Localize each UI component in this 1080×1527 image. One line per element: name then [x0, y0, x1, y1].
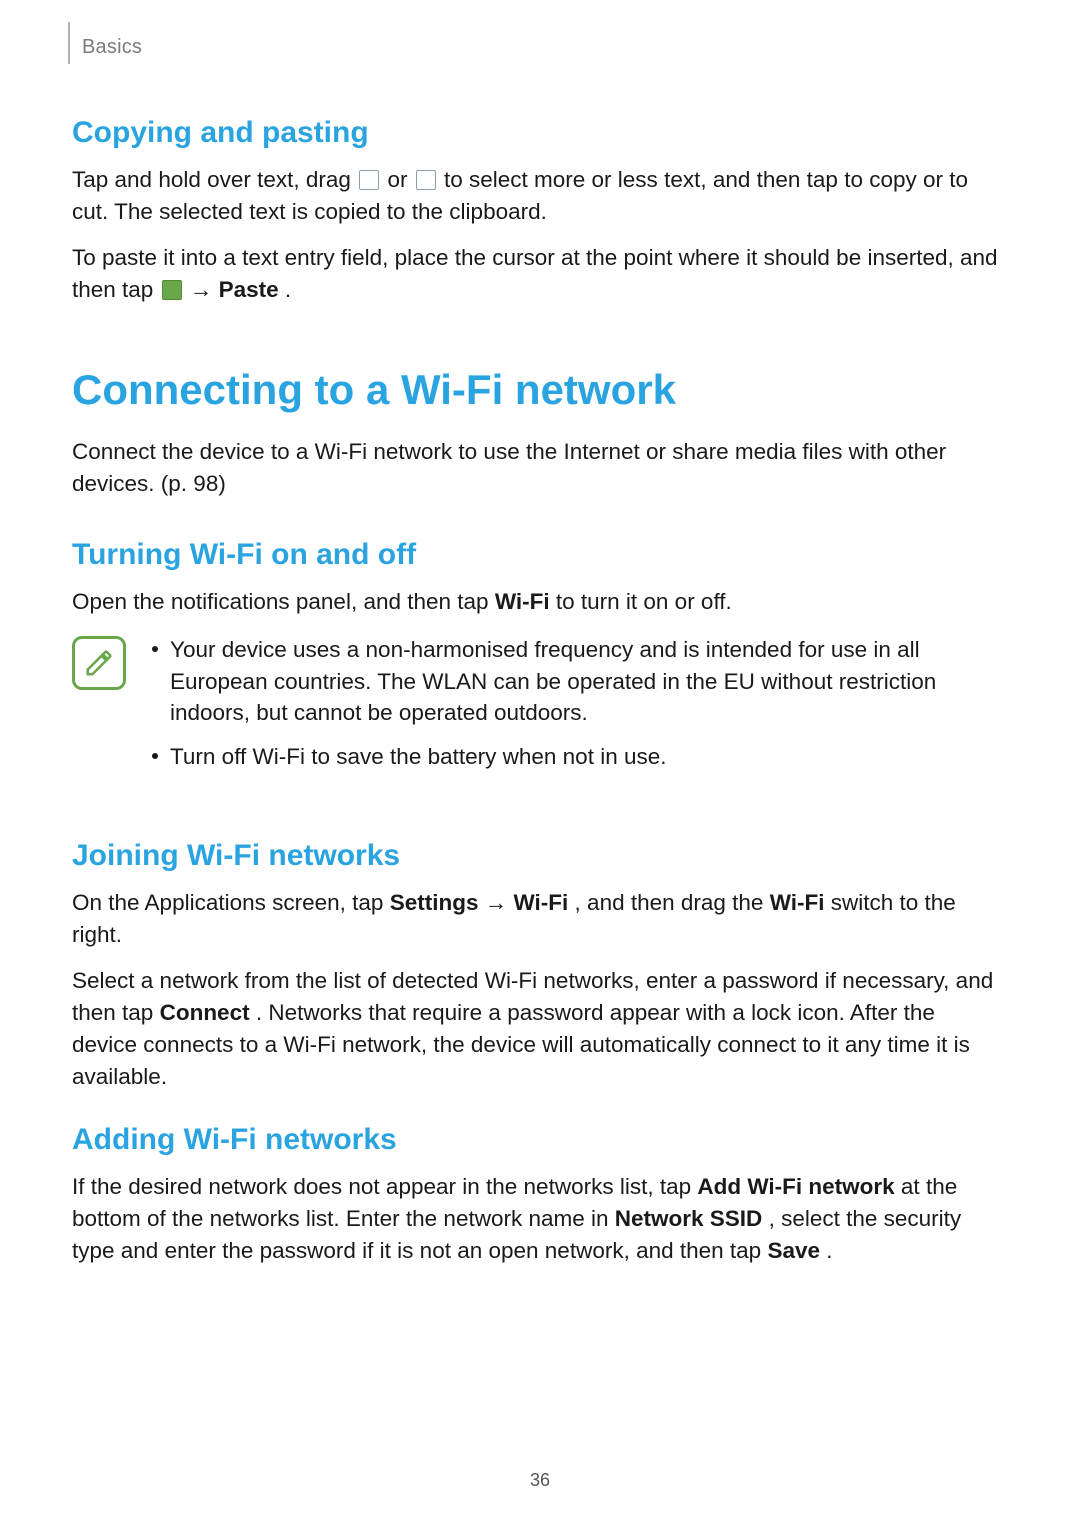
text-span: If the desired network does not appear i…: [72, 1174, 697, 1199]
joining-paragraph-2: Select a network from the list of detect…: [72, 965, 1004, 1093]
drag-handle-right-icon: [416, 170, 436, 190]
bold-label: Settings: [390, 890, 479, 915]
copy-paragraph-2: To paste it into a text entry field, pla…: [72, 242, 1004, 306]
text-span: to select more or less text, and then ta…: [444, 167, 844, 192]
heading-copying: Copying and pasting: [72, 116, 1004, 150]
page-number: 36: [0, 1470, 1080, 1491]
text-span: Open the notifications panel, and then t…: [72, 589, 495, 614]
heading-turning: Turning Wi-Fi on and off: [72, 538, 1004, 572]
drag-handle-left-icon: [359, 170, 379, 190]
note-icon: [72, 636, 126, 690]
text-span: .: [285, 277, 291, 302]
wifi-intro: Connect the device to a Wi-Fi network to…: [72, 436, 1004, 500]
note-row: Your device uses a non-harmonised freque…: [72, 634, 1004, 786]
note-text: Your device uses a non-harmonised freque…: [170, 634, 1004, 730]
bold-label: Save: [767, 1238, 820, 1263]
joining-paragraph-1: On the Applications screen, tap Settings…: [72, 887, 1004, 951]
note-item: Your device uses a non-harmonised freque…: [152, 634, 1004, 730]
note-text: Turn off Wi-Fi to save the battery when …: [170, 741, 666, 773]
bold-label: Add Wi-Fi network: [697, 1174, 894, 1199]
bold-label: Connect: [160, 1000, 250, 1025]
text-span: , and then drag the: [575, 890, 770, 915]
heading-adding: Adding Wi-Fi networks: [72, 1123, 1004, 1157]
menu-overflow-icon: [162, 280, 182, 300]
content: Copying and pasting Tap and hold over te…: [68, 116, 1010, 1267]
bullet-icon: [152, 753, 158, 759]
text-span: to turn it on or off.: [556, 589, 732, 614]
text-span: Tap and hold over text, drag: [72, 167, 357, 192]
bold-label: Network SSID: [615, 1206, 763, 1231]
text-span: or: [387, 167, 413, 192]
adding-paragraph: If the desired network does not appear i…: [72, 1171, 1004, 1267]
vertical-rule: [68, 22, 70, 64]
note-list: Your device uses a non-harmonised freque…: [152, 634, 1004, 786]
heading-joining: Joining Wi-Fi networks: [72, 839, 1004, 873]
text-span: .: [826, 1238, 832, 1263]
note-item: Turn off Wi-Fi to save the battery when …: [152, 741, 1004, 773]
bold-label: Wi-Fi: [514, 890, 569, 915]
bullet-icon: [152, 646, 158, 652]
copy-paragraph-1: Tap and hold over text, drag or to selec…: [72, 164, 1004, 228]
breadcrumb-wrap: Basics: [68, 30, 1010, 64]
arrow-right-icon: →: [485, 890, 514, 915]
pencil-note-icon: [84, 648, 114, 678]
breadcrumb: Basics: [82, 36, 142, 59]
bold-label: Wi-Fi: [495, 589, 550, 614]
text-span: On the Applications screen, tap: [72, 890, 390, 915]
arrow-right-icon: →: [190, 277, 219, 302]
bold-label: Paste: [219, 277, 279, 302]
bold-label: Wi-Fi: [770, 890, 825, 915]
heading-wifi: Connecting to a Wi-Fi network: [72, 366, 1004, 414]
turning-paragraph: Open the notifications panel, and then t…: [72, 586, 1004, 618]
page: Basics Copying and pasting Tap and hold …: [0, 0, 1080, 1527]
